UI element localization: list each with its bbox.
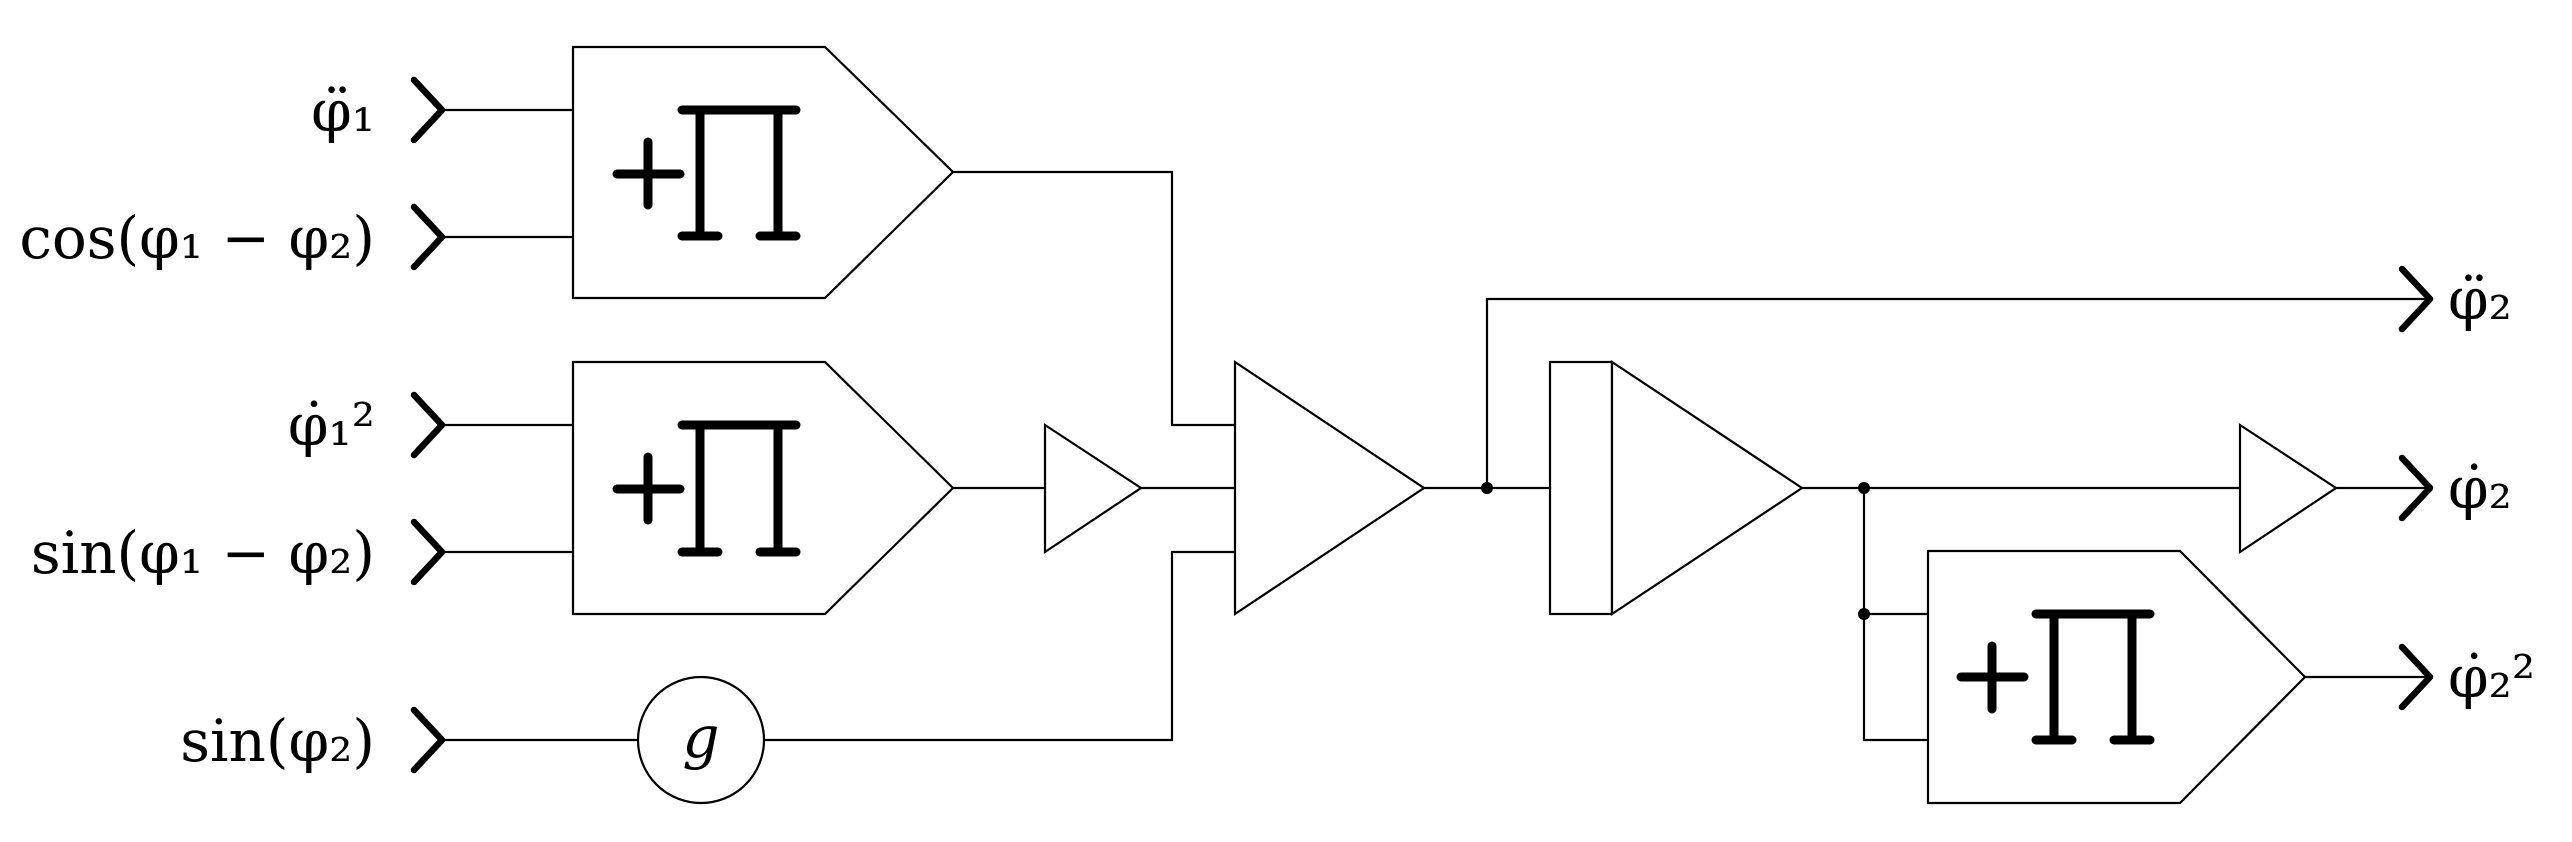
input-label-sin-diff: sin(φ₁ − φ₂): [30, 519, 375, 587]
wire-branch-phi2ddot: [1485, 297, 2378, 488]
wire-product1-to-sum: [953, 170, 1235, 427]
input-port-icon[interactable]: [410, 518, 446, 586]
product-block-3[interactable]: [1926, 549, 2307, 805]
junction-dot: [1858, 482, 1870, 494]
product-block-1[interactable]: [571, 45, 955, 300]
junction-dot: [1481, 482, 1493, 494]
gain-triangle-1[interactable]: [1043, 422, 1143, 555]
plus-pi-product-icon: [1956, 609, 2155, 745]
output-label-phi2-ddot: φ̈₂: [2448, 265, 2512, 333]
gain-g-block[interactable]: [636, 675, 766, 805]
junction-dot: [1858, 608, 1870, 620]
output-label-phi2-dot-squared: φ̇₂²: [2448, 643, 2536, 711]
input-port-icon[interactable]: [410, 203, 446, 271]
input-label-phi1-dot-squared: φ̇₁²: [287, 391, 375, 459]
gain-triangle-2[interactable]: [2238, 422, 2338, 555]
summing-gain-block[interactable]: [1233, 359, 1426, 617]
input-port-icon[interactable]: [410, 391, 446, 459]
wire-g-to-sum: [764, 550, 1235, 742]
input-port-icon[interactable]: [410, 706, 446, 774]
input-ports: [410, 76, 446, 774]
gain-g-label: g: [682, 703, 720, 771]
plus-pi-product-icon: [612, 105, 801, 241]
output-arrow-line: [2378, 297, 2430, 679]
output-label-phi2-dot: φ̇₂: [2448, 454, 2512, 522]
wire-branch-square: [1862, 488, 1928, 742]
product-block-2[interactable]: [571, 360, 955, 616]
output-ports: [2378, 265, 2434, 711]
input-label-phi1-ddot: φ̈₁: [311, 77, 375, 145]
input-port-icon[interactable]: [410, 76, 446, 144]
wires: [442, 108, 2378, 742]
input-label-cos-diff: cos(φ₁ − φ₂): [19, 204, 375, 272]
plus-pi-product-icon: [612, 420, 801, 557]
input-label-sin-phi2: sin(φ₂): [180, 707, 375, 775]
integrator-block[interactable]: [1548, 359, 1804, 617]
